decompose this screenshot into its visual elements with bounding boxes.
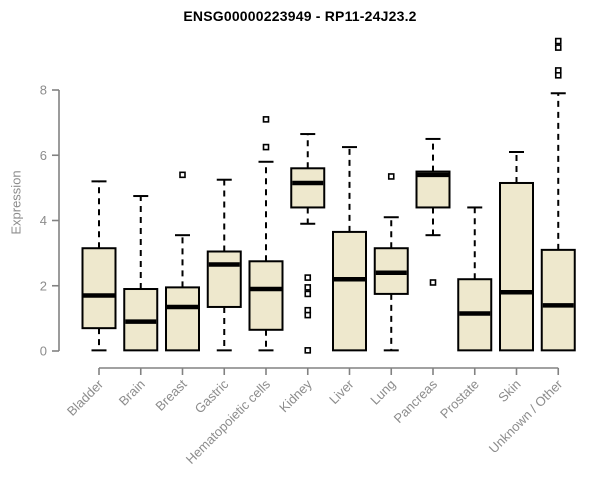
y-axis-tick-label: 0 — [40, 344, 47, 359]
x-axis-label-skin: Skin — [495, 377, 523, 405]
outlier-unknown-other — [554, 44, 562, 51]
x-axis-label-breast: Breast — [152, 376, 189, 413]
x-axis-label-lung: Lung — [367, 377, 398, 408]
outlier-kidney — [304, 274, 312, 281]
x-axis-label-prostate: Prostate — [437, 377, 482, 422]
outlier-kidney — [304, 347, 312, 354]
outlier-kidney — [304, 311, 312, 319]
box-unknown-other — [540, 248, 576, 352]
box-breast — [165, 286, 200, 352]
outlier-lung — [387, 173, 395, 180]
box-liver — [332, 230, 367, 352]
x-axis-label-unknown-other: Unknown / Other — [486, 376, 566, 456]
y-axis-tick-label: 2 — [40, 278, 47, 293]
outlier-kidney — [304, 290, 312, 298]
outlier-unknown-other — [554, 37, 562, 45]
outlier-hematopoietic-cells — [262, 116, 270, 123]
x-axis-label-gastric: Gastric — [192, 376, 232, 416]
x-axis-label-kidney: Kidney — [276, 376, 315, 415]
outlier-hematopoietic-cells — [262, 143, 270, 151]
box-pancreas — [415, 170, 451, 209]
y-axis-tick-label: 4 — [40, 213, 47, 228]
outlier-unknown-other — [554, 72, 562, 79]
outlier-kidney — [304, 284, 312, 291]
x-axis-label-brain: Brain — [116, 377, 148, 409]
x-axis-label-bladder: Bladder — [64, 376, 107, 419]
y-axis-tick-label: 8 — [40, 83, 47, 98]
outlier-breast — [179, 171, 186, 179]
chart-title: ENSG00000223949 - RP11-24J23.2 — [183, 8, 417, 24]
outlier-pancreas — [429, 279, 437, 286]
box-hematopoietic-cells — [248, 260, 284, 331]
x-axis-label-liver: Liver — [326, 376, 357, 407]
box-gastric — [206, 250, 242, 308]
box-skin — [499, 181, 534, 352]
box-bladder — [81, 247, 117, 330]
box-kidney — [290, 167, 326, 209]
x-axis-label-pancreas: Pancreas — [391, 376, 441, 426]
y-axis-tick-label: 6 — [40, 148, 47, 163]
